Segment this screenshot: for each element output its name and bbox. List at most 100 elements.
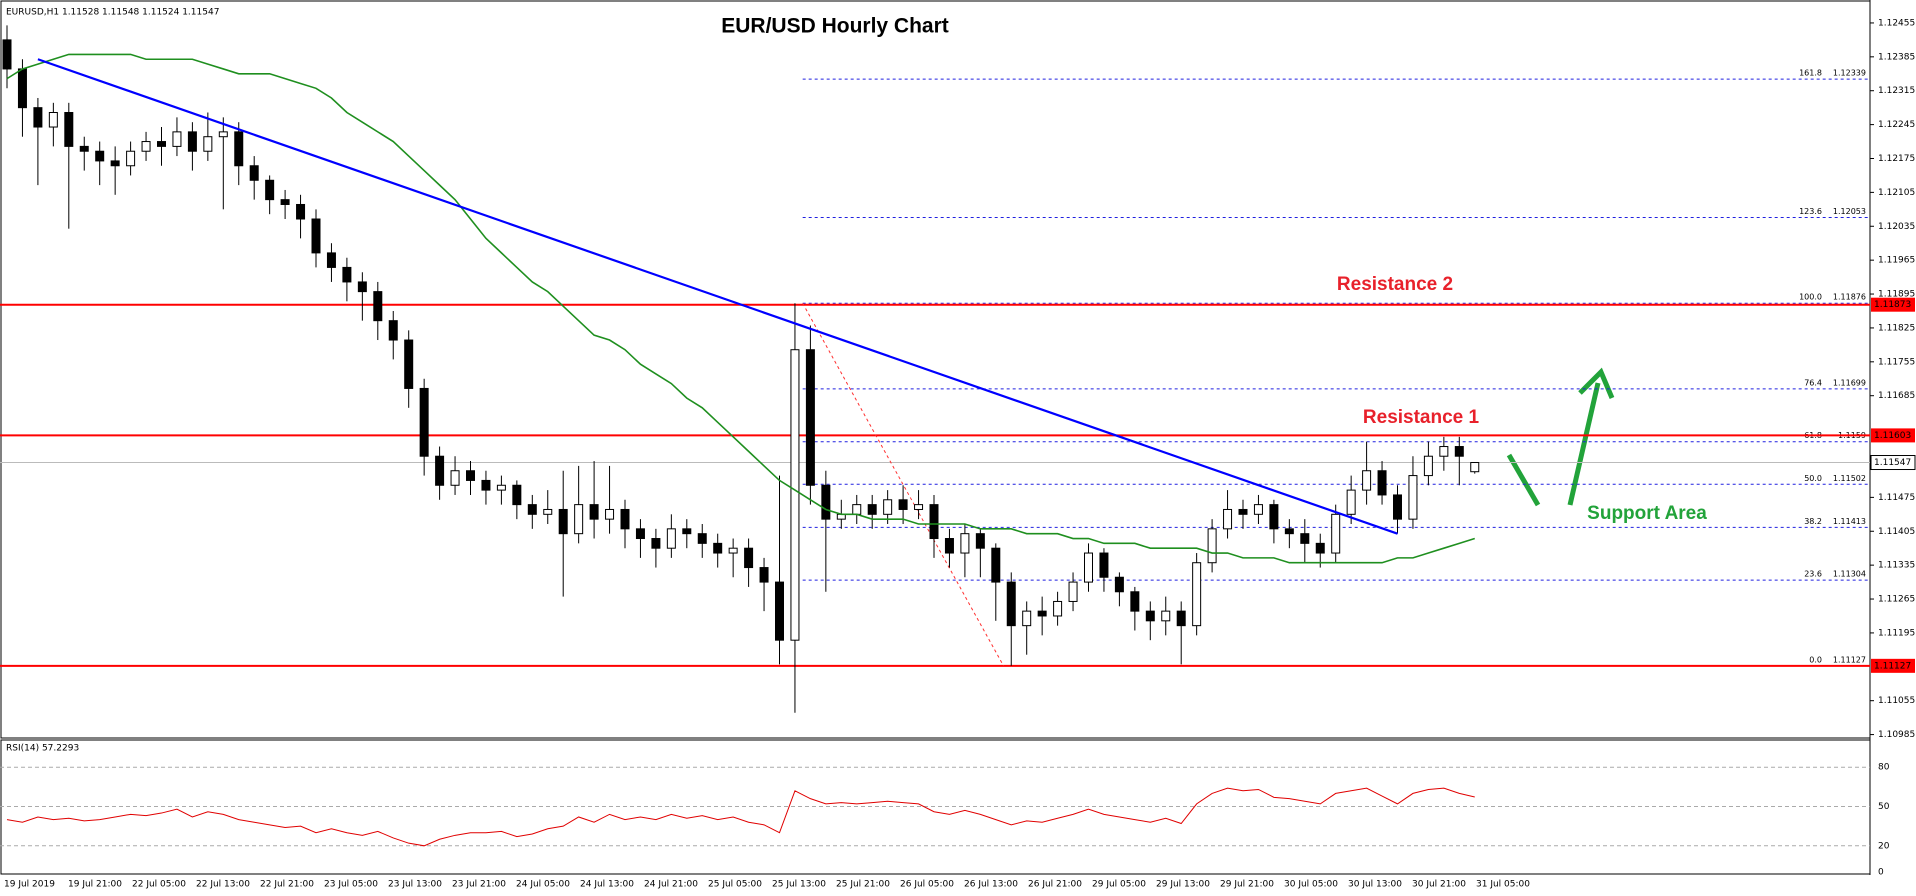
x-tick-label: 19 Jul 2019 — [4, 880, 55, 890]
candle-body — [790, 349, 800, 641]
x-tick-label: 29 Jul 21:00 — [1220, 880, 1274, 890]
y-tick-label: 1.12385 — [1878, 52, 1915, 62]
fib-level-label: 23.6 — [1804, 570, 1822, 579]
candle-body — [1084, 552, 1093, 583]
y-tick-label: 1.11825 — [1878, 323, 1915, 333]
fib-level-label: 0.0 — [1809, 655, 1822, 664]
rsi-tick-label: 80 — [1878, 763, 1890, 773]
candle-body — [852, 504, 862, 515]
candle-body — [265, 179, 275, 201]
y-tick-label: 1.11335 — [1878, 561, 1915, 571]
candle-body — [388, 320, 398, 341]
candle-body — [1423, 455, 1433, 477]
moving-average — [6, 53, 1475, 564]
candle-body — [1068, 581, 1078, 602]
fib-level-label: 161.8 — [1799, 69, 1822, 78]
y-tick-label: 1.11265 — [1878, 595, 1915, 605]
candle-body — [512, 484, 522, 506]
candle-body — [914, 504, 924, 510]
fib-value: 1.11127 — [1833, 655, 1866, 664]
y-tick-label: 1.12315 — [1878, 86, 1915, 96]
candle-body — [218, 131, 228, 138]
candle-body — [1114, 576, 1124, 593]
candle-body — [713, 542, 723, 554]
x-tick-label: 23 Jul 21:00 — [452, 880, 506, 890]
candle-body — [898, 499, 908, 510]
candle-body — [1470, 462, 1480, 473]
candle-body — [1022, 610, 1032, 627]
rsi-title: RSI(14) 57.2293 — [6, 744, 79, 754]
candle-body — [2, 39, 12, 70]
candle-body — [373, 291, 383, 322]
fib-value: 1.11413 — [1833, 517, 1866, 526]
candle-body — [744, 547, 754, 569]
candle-body — [651, 538, 661, 549]
candle-body — [404, 339, 414, 389]
candle-body — [187, 131, 197, 152]
price-box — [1870, 455, 1916, 471]
candle-body — [1269, 504, 1279, 530]
x-tick-label: 25 Jul 13:00 — [772, 880, 826, 890]
price-label: 1.11127 — [1874, 661, 1911, 671]
candle-body — [1315, 542, 1325, 554]
candle-body — [172, 131, 182, 147]
x-tick-label: 23 Jul 13:00 — [388, 880, 442, 890]
x-tick-label: 22 Jul 05:00 — [132, 880, 186, 890]
main-panel — [0, 0, 1871, 739]
candle-body — [481, 479, 491, 491]
fib-level-label: 76.4 — [1804, 378, 1822, 387]
x-tick-label: 29 Jul 05:00 — [1092, 880, 1146, 890]
candle-body — [635, 528, 645, 540]
candle-body — [126, 150, 136, 167]
candle-body — [79, 145, 89, 152]
candle-body — [991, 547, 1001, 583]
rsi-tick-label: 0 — [1878, 868, 1884, 878]
y-tick-label: 1.12455 — [1878, 18, 1915, 28]
x-tick-label: 26 Jul 05:00 — [900, 880, 954, 890]
y-tick-label: 1.11475 — [1878, 493, 1915, 503]
candle-body — [574, 504, 584, 535]
annotation: Resistance 1 — [1363, 407, 1480, 428]
candle-body — [157, 141, 166, 147]
rsi-line — [6, 787, 1475, 847]
candle-body — [1099, 552, 1109, 578]
candle-body — [589, 504, 599, 520]
price-label: 1.11873 — [1874, 300, 1911, 310]
candle-body — [929, 504, 939, 540]
candle-body — [1223, 508, 1233, 530]
y-tick-label: 1.12035 — [1878, 222, 1915, 232]
fib-level-label: 123.6 — [1799, 207, 1822, 216]
candle-body — [296, 203, 306, 220]
fib-level-label: 100.0 — [1799, 293, 1822, 302]
x-tick-label: 25 Jul 05:00 — [708, 880, 762, 890]
candle-body — [1439, 446, 1449, 457]
candle-body — [975, 533, 985, 549]
fib-value: 1.11699 — [1833, 378, 1866, 387]
candle-body — [1284, 528, 1294, 535]
candle-body — [728, 547, 738, 554]
candle-body — [666, 528, 676, 549]
candle-body — [1300, 533, 1310, 544]
candle-body — [1362, 470, 1372, 491]
y-tick-label: 1.11195 — [1878, 628, 1915, 638]
trendline — [37, 58, 1398, 535]
fib-value: 1.12339 — [1833, 69, 1866, 78]
candle-body — [141, 141, 151, 152]
fib-level-label: 50.0 — [1804, 474, 1822, 483]
candle-body — [280, 199, 290, 205]
x-tick-label: 31 Jul 05:00 — [1476, 880, 1530, 890]
candle-body — [867, 504, 877, 515]
price-label: 1.11603 — [1874, 431, 1911, 441]
y-tick-label: 1.12175 — [1878, 154, 1915, 164]
annotation: Support Area — [1587, 503, 1707, 524]
candle-body — [48, 112, 58, 128]
x-tick-label: 25 Jul 21:00 — [836, 880, 890, 890]
candle-body — [1145, 610, 1155, 622]
y-tick-label: 1.11055 — [1878, 696, 1915, 706]
arrow — [1567, 382, 1601, 506]
candle-body — [234, 131, 244, 167]
candle-body — [1006, 581, 1016, 627]
x-tick-label: 19 Jul 21:00 — [68, 880, 122, 890]
y-tick-label: 1.11685 — [1878, 391, 1915, 401]
